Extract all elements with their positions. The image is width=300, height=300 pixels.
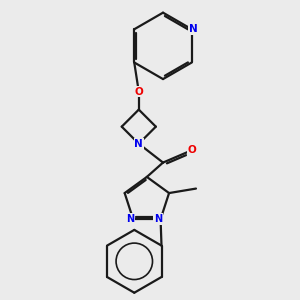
Text: O: O: [188, 145, 196, 155]
Text: N: N: [126, 214, 134, 224]
Text: O: O: [134, 87, 143, 97]
Text: N: N: [189, 24, 198, 34]
Text: N: N: [134, 139, 143, 149]
Text: N: N: [154, 214, 162, 224]
